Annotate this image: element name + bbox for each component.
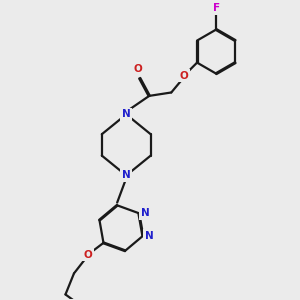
- Text: N: N: [141, 208, 149, 218]
- Text: F: F: [213, 3, 220, 13]
- Text: N: N: [145, 231, 153, 241]
- Text: O: O: [84, 250, 93, 260]
- Text: N: N: [122, 170, 130, 180]
- Text: O: O: [134, 64, 142, 74]
- Text: O: O: [180, 70, 188, 80]
- Text: N: N: [122, 110, 130, 119]
